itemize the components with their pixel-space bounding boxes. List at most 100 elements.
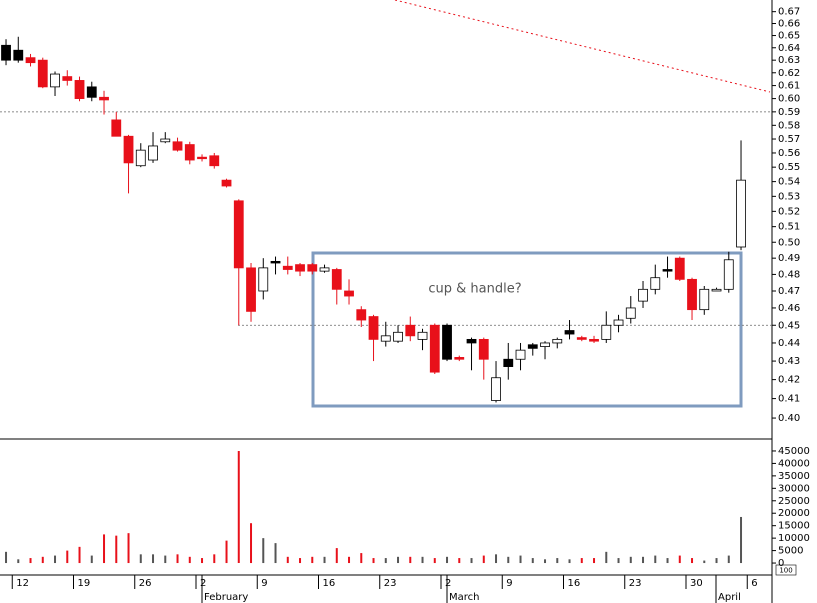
month-label: March: [449, 592, 479, 603]
candle-body: [25, 57, 36, 64]
candle-body: [123, 135, 134, 164]
candle-body: [295, 264, 305, 272]
y-tick-label: 10000: [778, 533, 810, 544]
x-tick-label: 6: [751, 578, 757, 589]
y-tick-label: 20000: [778, 508, 810, 519]
candle-body: [442, 324, 452, 360]
candle-body: [576, 337, 587, 340]
y-tick-label: 0.53: [778, 191, 800, 202]
candle-body: [197, 156, 207, 160]
candle-body: [111, 119, 122, 137]
candle-body: [380, 335, 391, 342]
y-tick-label: 30000: [778, 483, 810, 494]
y-tick-label: 0.44: [778, 338, 800, 349]
candle-body: [209, 155, 220, 167]
candle-body: [135, 149, 146, 167]
candle-body: [540, 342, 550, 347]
y-tick-label: 0.54: [778, 177, 800, 188]
y-tick-label: 5000: [778, 546, 803, 557]
candle-body: [356, 309, 367, 321]
y-tick-label: 40000: [778, 458, 810, 469]
y-tick-label: 0.59: [778, 107, 800, 118]
candle-body: [74, 80, 85, 100]
candle-body: [601, 324, 612, 340]
candle-body: [736, 179, 746, 248]
y-tick-label: 0.56: [778, 148, 800, 159]
candle-body: [331, 269, 342, 290]
y-tick-label: 0.43: [778, 356, 800, 367]
x-tick-label: 26: [139, 578, 152, 589]
candle-body: [86, 86, 97, 98]
x-tick-label: 23: [629, 578, 642, 589]
y-tick-label: 45000: [778, 446, 810, 457]
candle-body: [282, 265, 293, 270]
y-tick-label: 0.61: [778, 81, 800, 92]
candle-body: [638, 288, 648, 302]
y-tick-label: 0.64: [778, 43, 800, 54]
x-tick-label: 12: [16, 578, 29, 589]
candle-body: [172, 141, 183, 151]
unit-label: 100: [779, 567, 792, 575]
y-tick-label: 0.65: [778, 31, 800, 42]
candle-body: [650, 277, 661, 290]
candle-body: [319, 267, 330, 272]
candle-body: [478, 338, 489, 360]
month-label: April: [718, 592, 741, 603]
x-tick-label: 23: [384, 578, 397, 589]
candle-body: [527, 344, 538, 349]
y-tick-label: 0.48: [778, 269, 800, 280]
annotation: cup & handle?: [428, 282, 521, 297]
y-tick-label: 0.62: [778, 68, 800, 79]
y-tick-label: 0.57: [778, 134, 800, 145]
y-tick-label: 0.60: [778, 94, 800, 105]
y-tick-label: 0.42: [778, 375, 800, 386]
y-tick-label: 0.55: [778, 162, 800, 173]
candle-body: [662, 269, 673, 272]
candle-body: [270, 260, 281, 264]
y-tick-label: 15000: [778, 521, 810, 532]
candle-body: [393, 331, 403, 342]
candle-body: [429, 324, 440, 373]
y-tick-label: 25000: [778, 496, 810, 507]
y-tick-label: 0.47: [778, 286, 800, 297]
candle-body: [552, 338, 563, 344]
candle-body: [454, 357, 465, 360]
candle-body: [99, 96, 109, 101]
candle-body: [368, 316, 379, 340]
candle-body: [417, 331, 428, 340]
y-tick-label: 0.52: [778, 206, 800, 217]
candle-body: [50, 73, 60, 88]
x-tick-label: 9: [506, 578, 512, 589]
unit-box: [775, 564, 797, 576]
candle-body: [625, 307, 636, 319]
candle-body: [466, 338, 477, 344]
x-tick-label: 2: [445, 578, 451, 589]
candle-body: [258, 267, 269, 292]
candle-body: [613, 319, 624, 326]
y-tick-label: 0: [778, 558, 784, 569]
y-tick-label: 35000: [778, 471, 810, 482]
candle-body: [711, 288, 722, 292]
x-tick-label: 30: [690, 578, 703, 589]
pattern-box: [311, 251, 743, 408]
candle-body: [37, 59, 48, 88]
y-tick-label: 0.67: [778, 7, 800, 18]
candle-body: [723, 259, 734, 290]
candle-body: [699, 288, 710, 311]
candle-body: [687, 278, 697, 311]
candle-body: [503, 358, 514, 367]
y-tick-label: 0.49: [778, 253, 800, 264]
candle-body: [307, 264, 318, 272]
candle-body: [160, 138, 171, 143]
candle-body: [344, 290, 354, 297]
y-tick-label: 0.63: [778, 55, 800, 66]
y-tick-label: 0.66: [778, 19, 800, 30]
candle-body: [589, 338, 599, 342]
x-tick-label: 2: [200, 578, 206, 589]
y-tick-label: 0.51: [778, 222, 800, 233]
candle-body: [148, 145, 158, 161]
y-tick-label: 0.46: [778, 303, 800, 314]
candle-body: [184, 144, 195, 161]
